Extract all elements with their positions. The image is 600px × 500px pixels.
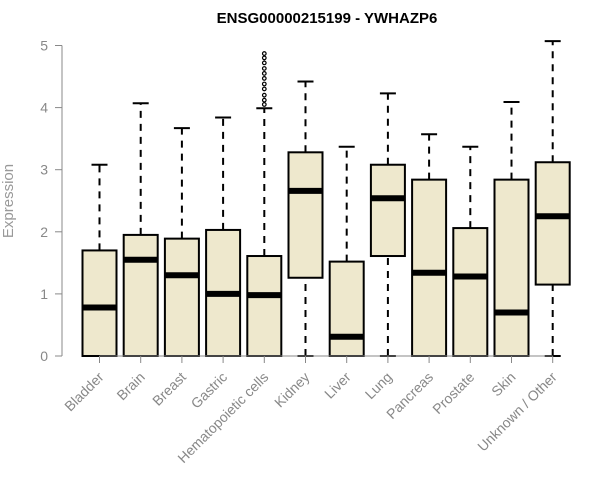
outlier-point: [261, 60, 267, 66]
y-tick-label: 1: [40, 286, 48, 302]
box-body: [369, 163, 406, 258]
box-body: [287, 151, 324, 279]
x-tick-label: Bladder: [61, 369, 107, 415]
chart-title: ENSG00000215199 - YWHAZP6: [217, 10, 438, 27]
box-bladder: [81, 163, 118, 357]
box-skin: [493, 101, 530, 357]
box-body: [534, 161, 571, 286]
outlier-point: [261, 51, 267, 56]
y-tick-label: 2: [40, 224, 48, 240]
outlier-point: [261, 97, 267, 103]
y-tick-label: 3: [40, 162, 48, 178]
outlier-point: [261, 71, 267, 76]
y-tick-label: 4: [40, 100, 48, 116]
outlier-point: [261, 76, 267, 81]
y-axis-label: Expression: [0, 164, 17, 238]
box-body: [328, 260, 365, 357]
box-gastric: [205, 116, 242, 357]
x-tick-label: Prostate: [429, 369, 477, 417]
box-lung: [369, 92, 406, 357]
x-tick-label: Skin: [488, 369, 519, 400]
x-tick-label: Kidney: [271, 369, 313, 411]
x-tick-label: Lung: [362, 369, 395, 402]
box-unknown-other: [534, 40, 571, 357]
outlier-point: [261, 55, 267, 61]
box-liver: [328, 145, 365, 357]
box-prostate: [452, 145, 489, 358]
outlier-point: [261, 92, 267, 98]
y-axis: 0 1 2 3 4 5: [40, 38, 63, 364]
box-pancreas: [411, 133, 448, 357]
box-body: [411, 178, 448, 357]
box-body: [493, 178, 530, 357]
box-kidney: [287, 80, 324, 357]
box-body: [81, 249, 118, 357]
x-tick-label: Liver: [321, 369, 354, 402]
box-brain: [122, 102, 159, 357]
x-tick-label: Breast: [149, 369, 189, 409]
y-tick-label: 0: [40, 348, 48, 364]
box-body: [122, 233, 159, 357]
outlier-point: [261, 81, 267, 87]
box-hematopoietic-cells: [246, 51, 283, 358]
box-body: [246, 255, 283, 358]
boxes-group: [81, 40, 571, 358]
outlier-point: [261, 102, 267, 107]
box-body: [163, 237, 200, 357]
x-tick-label: Brain: [113, 369, 147, 403]
box-breast: [163, 127, 200, 357]
y-tick-label: 5: [40, 38, 48, 54]
box-body: [452, 227, 489, 358]
outlier-point: [261, 86, 267, 92]
outlier-point: [261, 66, 267, 71]
